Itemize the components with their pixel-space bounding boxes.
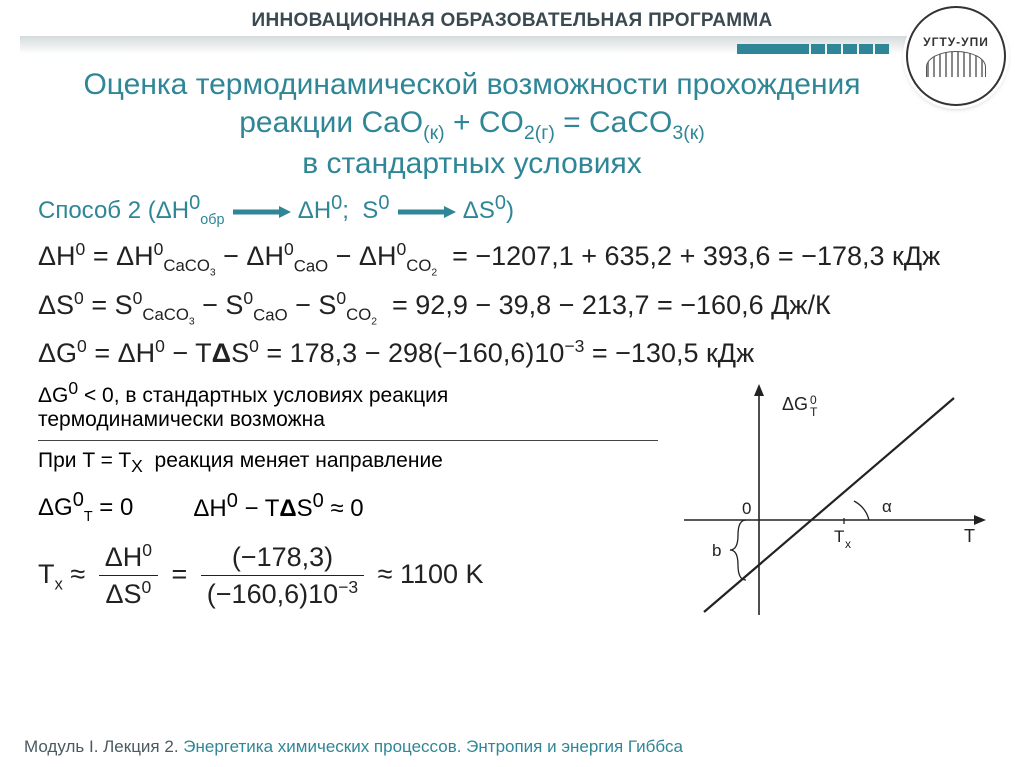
slide-title: Оценка термодинамической возможности про… [40,66,904,182]
svg-text:T: T [964,526,975,546]
gibbs-chart: ΔG 0 T 0 α T x T b [664,380,994,640]
university-logo: УГТУ-УПИ [906,6,1006,106]
eq-deltaG: ΔG0 = ΔH0 − TΔS0 = 178,3 − 298(−160,6)10… [38,335,994,371]
svg-text:ΔG: ΔG [782,394,808,414]
svg-text:T: T [834,527,844,546]
svg-text:x: x [845,537,851,551]
logo-building-icon [926,51,986,77]
divider [38,440,658,441]
svg-text:b: b [712,541,721,560]
footer-module: Модуль I. Лекция 2. [24,737,179,756]
decor-segments [737,44,889,54]
arrow-icon [396,204,456,220]
svg-text:α: α [882,497,892,516]
footer: Модуль I. Лекция 2. Энергетика химически… [24,737,1000,757]
arrow-icon [231,204,291,220]
footer-lecture: Энергетика химических процессов. Энтропи… [183,737,683,756]
svg-text:T: T [810,405,818,419]
logo-text: УГТУ-УПИ [923,35,989,49]
method-prefix: Способ 2 (ΔH0обр [38,197,224,224]
method-line: Способ 2 (ΔH0обр ΔH0; S0 ΔS0) [38,192,994,228]
program-title: ИННОВАЦИОННАЯ ОБРАЗОВАТЕЛЬНАЯ ПРОГРАММА [0,10,1024,32]
eq-dH-TdS-zero: ΔH0 − TΔS0 ≈ 0 [193,490,363,523]
eq-dGT-zero: ΔG0T = 0 [38,489,133,525]
svg-text:0: 0 [742,499,751,518]
eq-deltaS: ΔS0 = S0CaCO3 − S0CaO − S0CO2 = 92,9 − 3… [38,287,994,330]
method-mid: ΔH0; S0 [298,197,390,224]
eq-deltaH: ΔH0 = ΔH0CaCO3 − ΔH0CaO − ΔH0CO2 = −1207… [38,238,994,281]
method-end: ΔS0) [463,197,514,224]
